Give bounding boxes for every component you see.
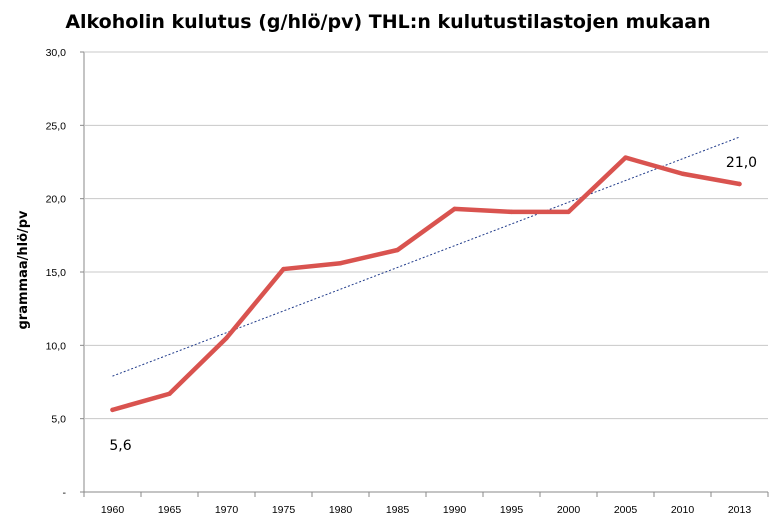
x-tick-label: 2013 (728, 504, 752, 516)
data-point (680, 171, 685, 176)
data-point (623, 155, 628, 160)
y-tick-label: 30,0 (46, 47, 67, 59)
y-tick-label: 15,0 (46, 267, 67, 279)
data-point (110, 407, 115, 413)
series-line (110, 155, 742, 413)
x-tick-label: 2005 (614, 504, 638, 516)
x-tick-label: 1990 (443, 504, 467, 516)
data-point (509, 209, 514, 215)
data-labels: 5,6 21,0 (109, 155, 757, 454)
series (110, 155, 742, 413)
x-tick-label: 1985 (386, 504, 410, 516)
x-tick-label: 1965 (158, 504, 182, 516)
y-tick-label: 20,0 (46, 194, 67, 206)
x-tick-label: 2010 (671, 504, 695, 516)
chart-title: Alkoholin kulutus (g/hlö/pv) THL:n kulut… (65, 11, 710, 33)
x-tick-label: 1980 (329, 504, 353, 516)
y-axis-label: grammaa/hlö/pv (16, 210, 31, 330)
data-point (224, 335, 229, 341)
x-tick-label: 1995 (500, 504, 524, 516)
y-tick-label: 5,0 (51, 414, 66, 426)
y-tick-label: 10,0 (46, 340, 67, 352)
data-point (281, 266, 286, 272)
data-point (338, 261, 343, 266)
trendline (112, 136, 740, 377)
data-point (737, 181, 742, 187)
x-tick-label: 1970 (215, 504, 239, 516)
data-label: 21,0 (726, 155, 757, 171)
x-tick-label: 2000 (557, 504, 581, 516)
data-point (167, 391, 172, 396)
y-tick-label: - (63, 487, 67, 499)
x-tick-label: 1960 (101, 504, 125, 516)
y-tick-labels: - 5,0 10,0 15,0 20,0 25,0 30,0 (46, 47, 67, 499)
data-point (452, 206, 457, 212)
data-point (395, 247, 400, 253)
data-label: 5,6 (109, 438, 131, 454)
x-tick-label: 1975 (272, 504, 296, 516)
x-tick-labels: 1960 1965 1970 1975 1980 1985 1990 1995 2000 2005… (101, 504, 752, 516)
trendline-line (112, 136, 740, 377)
data-point (566, 209, 571, 215)
y-tick-label: 25,0 (46, 120, 67, 132)
gridlines (80, 51, 769, 497)
